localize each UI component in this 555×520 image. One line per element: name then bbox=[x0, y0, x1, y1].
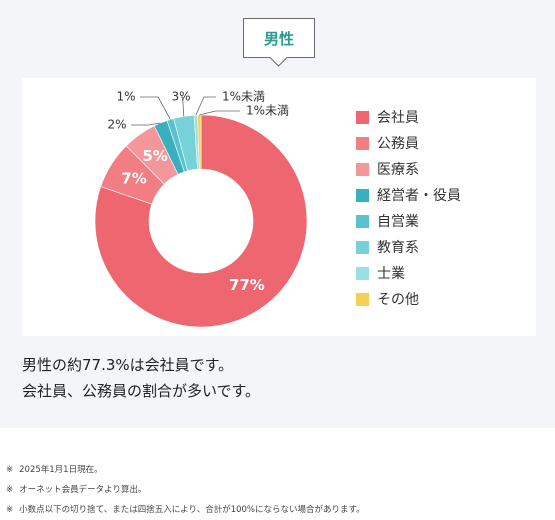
legend-swatch bbox=[356, 214, 369, 228]
footnote: ※ 小数点以下の切り捨て、または四捨五入により、合計が100%にならない場合があり… bbox=[6, 500, 551, 520]
description: 男性の約77.3%は会社員です。 会社員、公務員の割合が多いです。 bbox=[22, 352, 522, 404]
legend-label: 教育系 bbox=[377, 240, 419, 256]
footnote-text: オーネット会員データより算出。 bbox=[19, 485, 147, 495]
donut-slice bbox=[94, 114, 308, 328]
legend-swatch bbox=[356, 136, 369, 150]
legend-label: 経営者・役員 bbox=[377, 188, 461, 204]
footnote: ※ 2025年1月1日現在。 bbox=[6, 460, 551, 480]
slice-label: 2% bbox=[107, 118, 126, 132]
leader-line bbox=[131, 122, 161, 126]
legend-item: その他 bbox=[356, 286, 461, 312]
description-line-1: 男性の約77.3%は会社員です。 bbox=[22, 356, 234, 374]
donut-slice bbox=[197, 114, 202, 170]
legend-swatch bbox=[356, 188, 369, 202]
slice-label: 5% bbox=[142, 147, 167, 165]
legend-label: 士業 bbox=[377, 266, 405, 282]
footnotes: ※ 2025年1月1日現在。 ※ オーネット会員データより算出。 ※ 小数点以下の切り捨て… bbox=[6, 460, 551, 520]
legend-label: 医療系 bbox=[377, 162, 419, 178]
legend-item: 公務員 bbox=[356, 130, 461, 156]
legend-item: 教育系 bbox=[356, 234, 461, 260]
slice-label: 1%未満 bbox=[246, 104, 289, 118]
legend-item: 医療系 bbox=[356, 156, 461, 182]
chart-legend: 会社員公務員医療系経営者・役員 自営業教育系士業その他 bbox=[356, 104, 461, 312]
slice-label: 1% bbox=[116, 90, 135, 104]
legend-swatch bbox=[356, 266, 369, 280]
leader-line bbox=[195, 96, 216, 116]
legend-swatch bbox=[356, 110, 369, 124]
leader-line bbox=[140, 96, 171, 120]
footnote-mark: ※ bbox=[6, 485, 14, 495]
slice-label: 3% bbox=[171, 90, 190, 104]
footnote-mark: ※ bbox=[6, 505, 14, 515]
legend-label: 自営業 bbox=[377, 214, 419, 230]
legend-item: 経営者・役員 bbox=[356, 182, 461, 208]
legend-swatch bbox=[356, 292, 369, 306]
legend-item: 自営業 bbox=[356, 208, 461, 234]
leader-line bbox=[181, 96, 185, 117]
slice-label: 1%未満 bbox=[222, 90, 265, 104]
slice-label: 77% bbox=[229, 276, 265, 294]
legend-swatch bbox=[356, 162, 369, 176]
legend-item: 会社員 bbox=[356, 104, 461, 130]
legend-label: 公務員 bbox=[377, 136, 419, 152]
footnote-mark: ※ bbox=[6, 465, 14, 475]
legend-item: 士業 bbox=[356, 260, 461, 286]
legend-label: 会社員 bbox=[377, 110, 419, 126]
description-line-2: 会社員、公務員の割合が多いです。 bbox=[22, 382, 261, 400]
legend-label: その他 bbox=[377, 292, 419, 308]
footnote: ※ オーネット会員データより算出。 bbox=[6, 480, 551, 500]
gender-tag-label: 男性 bbox=[263, 29, 294, 48]
footnote-text: 小数点以下の切り捨て、または四捨五入により、合計が100%にならない場合がありま… bbox=[19, 505, 365, 515]
footnote-text: 2025年1月1日現在。 bbox=[19, 465, 103, 475]
legend-swatch bbox=[356, 240, 369, 254]
leader-line bbox=[199, 110, 240, 116]
donut-chart: 77% 7% 5% 2% 1% 3% 1%未満1%未満 bbox=[94, 90, 308, 328]
slice-label: 7% bbox=[121, 170, 146, 188]
